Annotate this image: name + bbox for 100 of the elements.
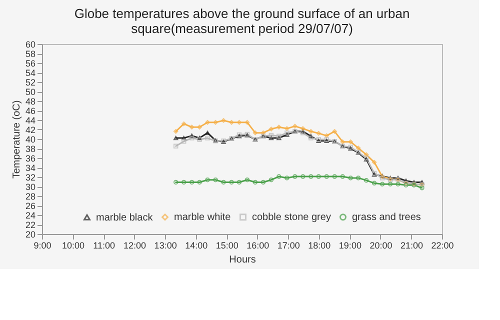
- point: [268, 177, 274, 182]
- point: [292, 174, 298, 179]
- point: [316, 130, 321, 136]
- y-tick-label: 20: [25, 230, 36, 240]
- y-tick-label: 60: [25, 40, 36, 50]
- point: [396, 182, 400, 186]
- y-tick-label: 24: [25, 210, 36, 220]
- y-tick-label: 42: [25, 125, 36, 135]
- point: [173, 129, 178, 134]
- point: [356, 176, 361, 180]
- x-tick-label: 17:00: [277, 240, 300, 250]
- x-tick-label: 15:00: [216, 240, 238, 250]
- y-tick-label: 44: [25, 116, 36, 126]
- x-axis-title: Hours: [229, 254, 256, 266]
- y-tick-label: 36: [25, 154, 36, 164]
- x-tick-label: 12:00: [124, 240, 146, 250]
- point: [364, 152, 369, 158]
- point: [252, 180, 258, 185]
- point: [388, 182, 393, 186]
- point: [284, 176, 290, 180]
- point: [221, 118, 226, 123]
- y-tick-label: 30: [25, 182, 36, 192]
- x-tick-label: 14:00: [185, 240, 208, 250]
- point: [364, 178, 369, 183]
- x-tick-label: 9:00: [34, 240, 52, 250]
- point: [380, 182, 385, 186]
- point: [324, 133, 329, 138]
- point: [372, 160, 377, 165]
- y-tick-label: 32: [25, 172, 36, 182]
- point: [189, 134, 194, 138]
- point: [181, 136, 186, 140]
- point: [404, 178, 408, 183]
- y-tick-label: 40: [25, 134, 36, 144]
- x-tick-label: 20:00: [370, 240, 392, 250]
- legend-label: cobble stone grey: [252, 212, 331, 224]
- y-tick-label: 22: [25, 220, 36, 230]
- point: [276, 124, 282, 130]
- point: [324, 174, 329, 179]
- legend-label: marble white: [174, 212, 232, 224]
- point: [229, 180, 234, 185]
- point: [197, 124, 202, 130]
- x-tick-label: 19:00: [338, 240, 362, 250]
- point: [284, 132, 290, 137]
- point: [181, 121, 186, 126]
- point: [300, 174, 306, 179]
- point: [260, 180, 266, 185]
- point: [213, 177, 218, 182]
- point: [229, 120, 234, 125]
- point: [189, 136, 194, 140]
- x-tick-label: 18:00: [308, 240, 331, 250]
- point: [244, 120, 250, 125]
- point: [284, 126, 290, 131]
- point: [197, 180, 202, 185]
- y-tick-label: 48: [25, 96, 36, 106]
- point: [189, 124, 194, 130]
- point: [276, 174, 282, 179]
- x-tick-label: 10:00: [62, 240, 85, 250]
- y-tick-label: 34: [25, 163, 36, 173]
- point: [244, 177, 250, 182]
- y-axis-title: Temperature (oC): [11, 100, 22, 179]
- x-tick-label: 16:00: [246, 240, 270, 250]
- point: [316, 174, 321, 179]
- y-tick-label: 46: [25, 106, 36, 116]
- point: [356, 146, 361, 150]
- point: [205, 136, 210, 140]
- y-tick-label: 38: [25, 144, 36, 154]
- x-tick-label: 13:00: [154, 240, 177, 250]
- y-tick-label: 28: [25, 192, 36, 202]
- point: [308, 129, 314, 134]
- point: [221, 180, 226, 185]
- point: [268, 126, 274, 132]
- x-tick-label: 22:00: [431, 240, 454, 250]
- point: [340, 139, 345, 144]
- y-tick-label: 50: [25, 87, 36, 97]
- chart-title: Globe temperatures above the ground surface of an urban square(measurement period 29/07/07): [74, 6, 410, 36]
- legend-label: grass and trees: [352, 212, 421, 224]
- point: [300, 126, 306, 131]
- point: [268, 132, 274, 138]
- point: [205, 177, 210, 182]
- point: [332, 129, 337, 134]
- point: [181, 139, 186, 144]
- point: [332, 174, 337, 179]
- point: [292, 124, 298, 129]
- point: [173, 136, 178, 140]
- point: [348, 176, 353, 180]
- point: [420, 180, 424, 184]
- point: [205, 120, 210, 125]
- point: [236, 180, 242, 185]
- point: [308, 174, 314, 179]
- point: [173, 144, 178, 148]
- x-tick-label: 21:00: [400, 240, 423, 250]
- point: [189, 180, 194, 185]
- point: [252, 130, 258, 136]
- point: [236, 120, 242, 125]
- point: [181, 180, 186, 185]
- y-tick-label: 52: [25, 78, 36, 88]
- legend-label: marble black: [96, 212, 154, 224]
- point: [372, 180, 377, 186]
- point: [348, 139, 353, 144]
- y-tick-label: 54: [25, 68, 36, 78]
